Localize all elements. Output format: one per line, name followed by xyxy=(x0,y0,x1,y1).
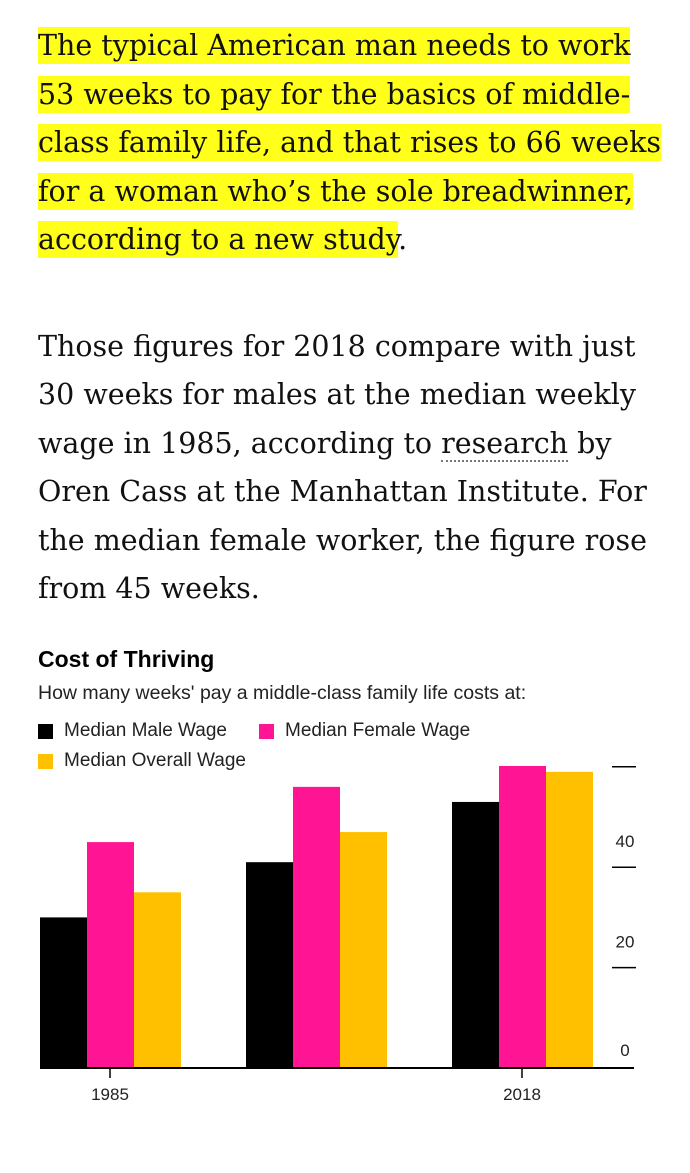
bar-median-male-wage-1985 xyxy=(40,917,87,1068)
bar-median-overall-wage-1985 xyxy=(134,892,181,1068)
chart-subtitle: How many weeks' pay a middle-class famil… xyxy=(38,682,527,704)
bar-median-female-wage-group-2 xyxy=(293,786,340,1068)
legend-swatch-female xyxy=(259,723,274,739)
bar-median-female-wage-1985 xyxy=(87,842,134,1068)
body-text-before-link: Those figures for 2018 compare with just… xyxy=(38,329,636,460)
legend-label-overall: Median Overall Wage xyxy=(64,750,246,771)
x-tick-label-1985: 1985 xyxy=(91,1085,129,1104)
research-link[interactable]: research xyxy=(441,426,569,462)
legend-label-female: Median Female Wage xyxy=(285,720,471,741)
legend-item-male: Median Male Wage xyxy=(38,720,227,742)
bar-median-female-wage-2018 xyxy=(499,766,546,1068)
article-body: The typical American man needs to work 5… xyxy=(38,22,663,614)
bar-median-male-wage-group-2 xyxy=(246,862,293,1068)
body-paragraph: Those figures for 2018 compare with just… xyxy=(38,323,663,614)
body-text-after-link: by Oren Cass at the Manhattan Institute.… xyxy=(38,426,647,606)
legend-label-male: Median Male Wage xyxy=(64,720,227,741)
legend-item-overall: Median Overall Wage xyxy=(38,750,246,772)
lead-period: . xyxy=(398,223,408,256)
y-tick-label-0: 0 xyxy=(620,1041,629,1060)
highlighted-text: The typical American man needs to work 5… xyxy=(38,27,661,258)
x-tick-label-2018: 2018 xyxy=(503,1085,541,1104)
legend-swatch-male xyxy=(38,723,53,739)
bar-median-male-wage-2018 xyxy=(452,801,499,1068)
legend-item-female: Median Female Wage xyxy=(259,720,470,742)
chart-plot-area: 198520180204060 xyxy=(40,766,636,1104)
bar-median-overall-wage-2018 xyxy=(546,771,593,1068)
cost-of-thriving-chart: Cost of Thriving How many weeks' pay a m… xyxy=(38,646,648,1166)
y-tick-label-40: 40 xyxy=(616,832,635,851)
y-tick-label-20: 20 xyxy=(616,933,635,952)
bar-median-overall-wage-group-2 xyxy=(340,832,387,1068)
legend-swatch-overall xyxy=(38,753,53,769)
lead-paragraph: The typical American man needs to work 5… xyxy=(38,22,663,265)
chart-title: Cost of Thriving xyxy=(38,646,215,672)
